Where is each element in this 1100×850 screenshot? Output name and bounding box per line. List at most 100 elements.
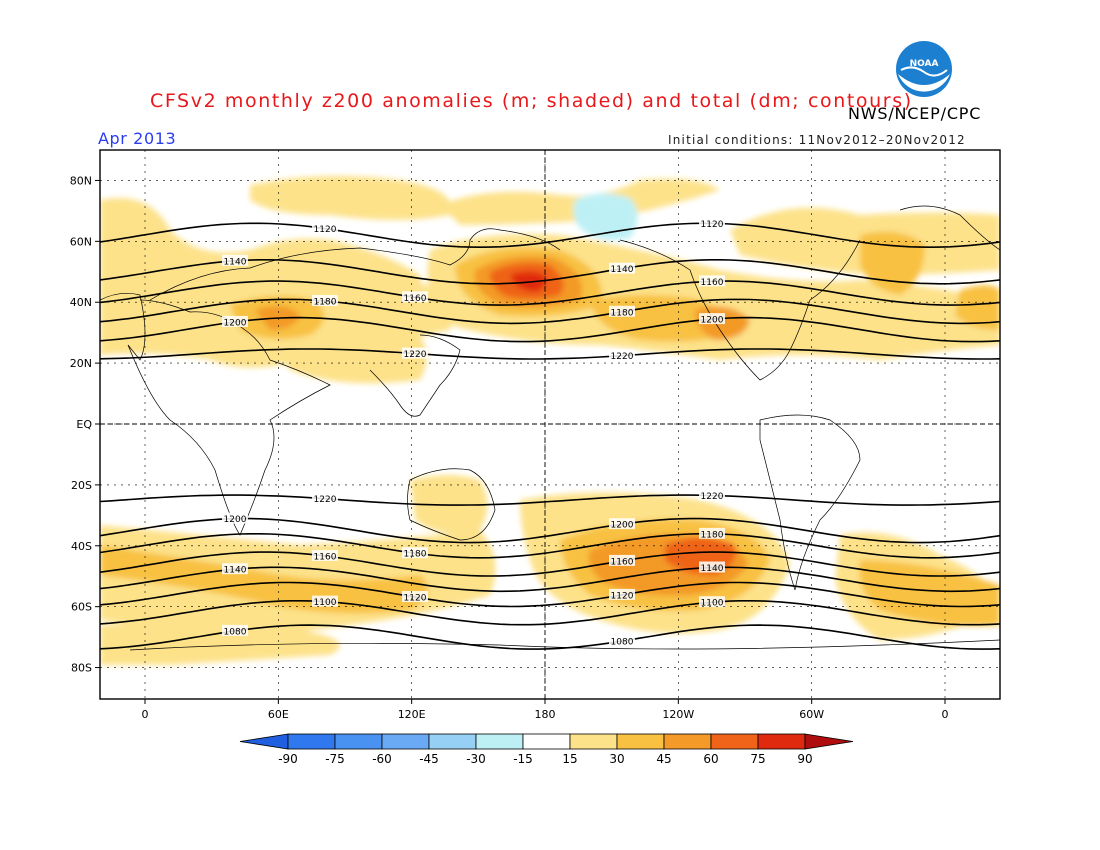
colorbar-label: 30 [609,752,624,766]
colorbar-segment [757,733,806,750]
colorbar-label: 75 [750,752,765,766]
contour-label-bg [312,595,338,607]
colorbar-label: -75 [325,752,345,766]
colorbar-segment [710,733,759,750]
colorbar-segment [287,733,336,750]
contour-line [100,494,1000,506]
contour-label-bg [699,313,725,325]
contour-line [100,533,1000,559]
lat-tick-label: 80S [71,662,92,675]
noaa-logo: NOAA [895,40,953,98]
contour-label-bg [312,222,338,234]
contour-label: 1200 [701,316,724,326]
contour-label: 1140 [224,257,247,267]
contour-label-bg [609,554,635,566]
lat-tick-label: 40S [71,540,92,553]
colorbar-segment [334,733,383,750]
lat-tick-label: 40N [70,296,92,309]
contour-label: 1140 [224,566,247,576]
lon-tick-label: 120E [398,708,426,721]
contour-label-bg [222,563,248,575]
contour-label: 1080 [611,638,634,648]
contour-label-bg [402,591,428,603]
contour-label: 1200 [224,318,247,328]
lat-tick-label: 20S [71,479,92,492]
colorbar-segment [569,733,618,750]
logo-text: NOAA [910,59,939,69]
agency-label: NWS/NCEP/CPC [848,104,982,123]
contour-label-bg [699,217,725,229]
contour-label-bg [222,315,248,327]
contour-label: 1200 [224,515,247,525]
lon-tick-label: 0 [142,708,149,721]
contour-label: 1140 [701,564,724,574]
colorbar-segment [522,733,571,750]
contour-label-bg [609,635,635,647]
contour-label-bg [312,294,338,306]
contour-label: 1200 [611,521,634,531]
contour-label-bg [699,275,725,287]
contour-label: 1220 [314,495,337,505]
lat-tick-label: 80N [70,174,92,187]
contour-label: 1120 [314,225,337,235]
contour-label: 1100 [701,599,724,609]
contour-label: 1220 [701,492,724,502]
contour-labels: 1080 1080 1100 1100 1120 1120 1140 1140 1160 1160… [222,217,725,648]
lon-tick-label: 0 [942,708,949,721]
gridlines [100,150,1000,699]
colorbar-segment [381,733,430,750]
colorbar-label: -15 [513,752,533,766]
contour-label-bg [699,527,725,539]
lon-tick-label: 60E [268,708,289,721]
axis-ticks: 0 60E 120E 180 120W 60W 0 80N 60N 40N 20N EQ 20S 40S 6… [70,174,949,721]
contour-line [100,298,1000,325]
contour-label: 1120 [701,220,724,230]
initial-conditions-label: Initial conditions: 11Nov2012–20Nov2012 [668,133,966,147]
contour-label: 1180 [404,550,427,560]
lat-tick-label: EQ [76,418,92,431]
contour-label-bg [609,518,635,530]
contour-line [100,551,1000,577]
contour-line [100,581,1000,608]
contour-label: 1140 [611,265,634,275]
colorbar-label: 45 [656,752,671,766]
contour-label: 1120 [404,594,427,604]
colorbar-arrow-right [804,733,854,750]
contour-label-bg [312,492,338,504]
contour-label: 1160 [314,552,337,562]
colorbar-segment [663,733,712,750]
colorbar-segment [428,733,477,750]
anomaly-shading [100,176,1000,665]
coastlines [100,205,1000,651]
period-label: Apr 2013 [98,129,177,148]
colorbar-label: 90 [797,752,812,766]
colorbar: -90 -75 -60 -45 -30 -15 15 30 45 60 75 90 [239,733,854,766]
contour-label-bg [699,596,725,608]
colorbar-label: -30 [466,752,486,766]
contour-label-bg [402,291,428,303]
colorbar-label: -90 [278,752,298,766]
contour-label: 1180 [701,530,724,540]
contour-label-bg [402,547,428,559]
contour-label-bg [609,262,635,274]
colorbar-segment [616,733,665,750]
contour-line [100,348,1000,360]
colorbar-label: 15 [562,752,577,766]
lon-tick-label: 120W [662,708,694,721]
chart-title: CFSv2 monthly z200 anomalies (m; shaded)… [150,90,913,112]
contour-label-bg [312,549,338,561]
colorbar-label: -45 [419,752,439,766]
lon-tick-label: 180 [535,708,556,721]
contour-label: 1180 [611,308,634,318]
lon-tick-label: 60W [799,708,824,721]
contour-line [100,600,1000,626]
contour-label: 1220 [611,352,634,362]
contour-label-bg [402,347,428,359]
contour-label: 1220 [404,350,427,360]
contour-label-bg [609,588,635,600]
colorbar-arrow-left [239,733,289,750]
colorbar-label: -60 [372,752,392,766]
contour-label-bg [609,349,635,361]
colorbar-segment [475,733,524,750]
